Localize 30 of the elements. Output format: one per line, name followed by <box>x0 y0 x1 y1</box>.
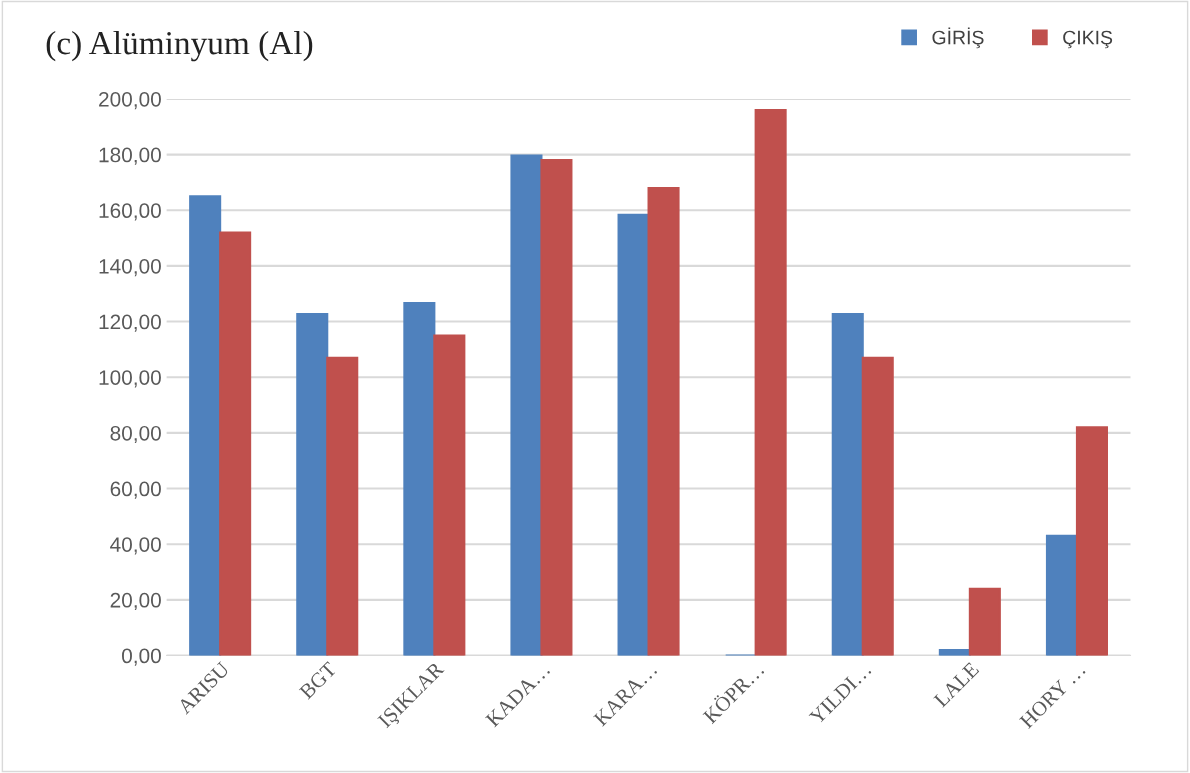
legend-label: GİRİŞ <box>932 27 984 49</box>
y-tick-label: 200,00 <box>99 91 161 110</box>
bar <box>296 313 329 656</box>
y-tick-label: 80,00 <box>110 425 161 444</box>
bar <box>326 356 359 656</box>
bar <box>861 356 894 656</box>
y-tick-label: 100,00 <box>99 370 161 388</box>
y-tick-label: 120,00 <box>99 314 161 332</box>
bar <box>219 231 252 656</box>
bar <box>1045 534 1078 656</box>
y-tick-label: 40,00 <box>110 537 161 555</box>
bar <box>540 159 573 656</box>
bar <box>968 587 1001 656</box>
bar <box>189 195 222 656</box>
bar <box>754 109 787 656</box>
y-tick-label: 160,00 <box>99 203 161 221</box>
bar <box>403 301 436 656</box>
bar <box>831 313 864 656</box>
bar <box>1075 426 1108 656</box>
bar <box>647 186 680 656</box>
y-tick-label: 20,00 <box>110 592 161 611</box>
bar <box>617 213 650 656</box>
bar <box>510 154 543 656</box>
y-tick-label: 0,00 <box>122 648 161 666</box>
chart-title: (c) Alüminyum (Al) <box>46 30 313 62</box>
y-tick-label: 140,00 <box>99 258 161 277</box>
legend-label: ÇIKIŞ <box>1063 30 1113 49</box>
bar <box>433 334 466 656</box>
y-tick-label: 180,00 <box>99 147 161 165</box>
y-tick-label: 60,00 <box>110 481 161 499</box>
